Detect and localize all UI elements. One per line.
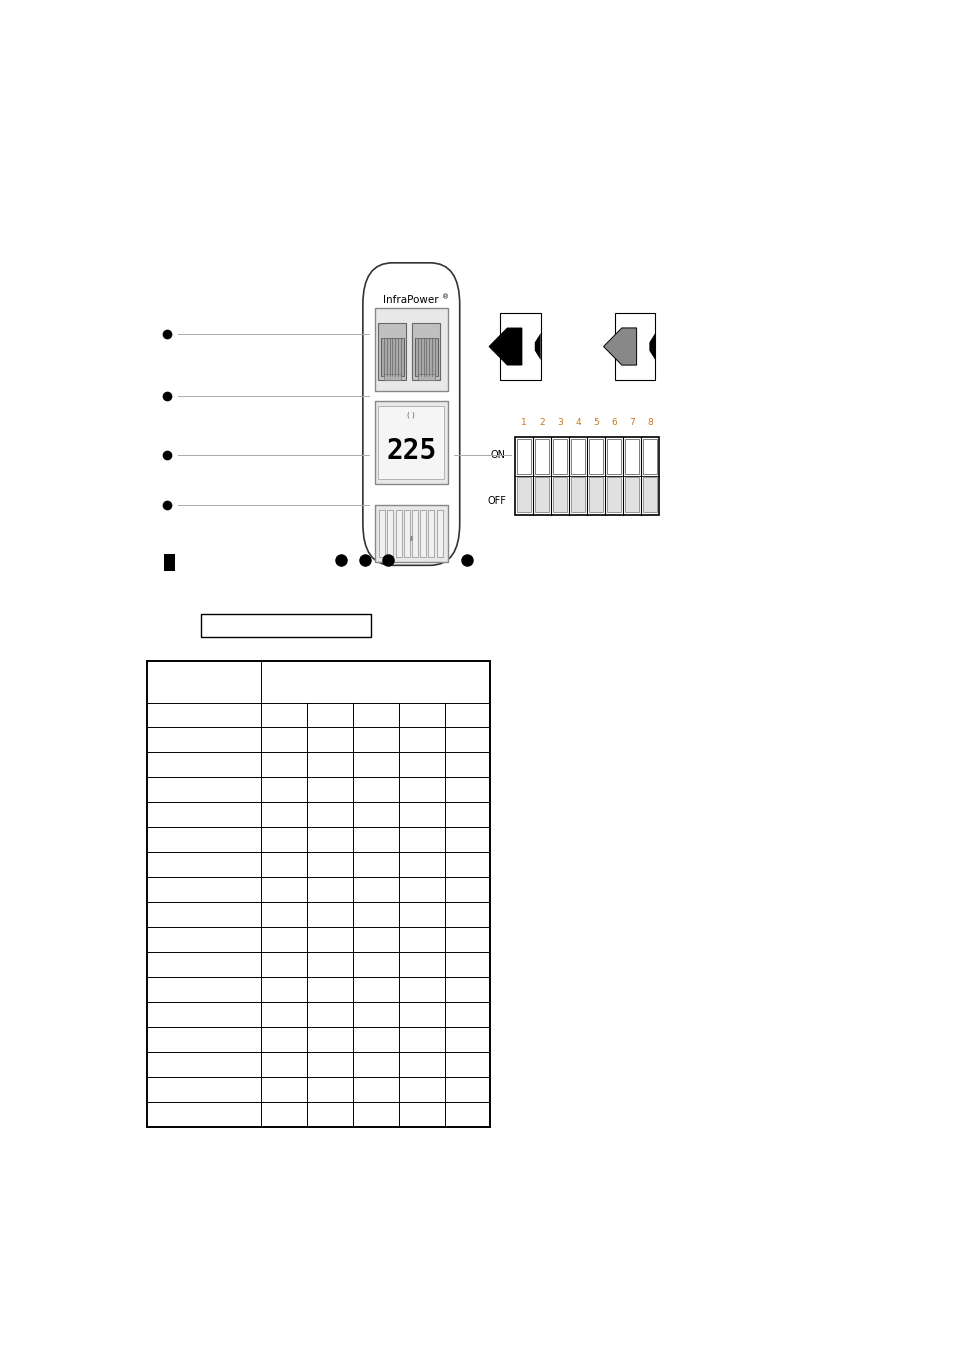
Polygon shape xyxy=(488,328,521,365)
Text: OFF: OFF xyxy=(487,497,505,506)
Bar xyxy=(147,662,490,1127)
Bar xyxy=(420,510,426,558)
Bar xyxy=(381,338,403,377)
Bar xyxy=(378,510,385,558)
Polygon shape xyxy=(603,328,636,365)
Bar xyxy=(606,478,620,512)
Text: 5: 5 xyxy=(593,418,598,427)
Bar xyxy=(412,510,417,558)
Text: 7: 7 xyxy=(628,418,634,427)
Bar xyxy=(553,439,566,474)
Bar xyxy=(384,374,400,381)
Bar xyxy=(200,614,370,637)
Text: 1: 1 xyxy=(520,418,526,427)
Bar xyxy=(535,439,548,474)
Bar xyxy=(589,478,602,512)
Bar xyxy=(553,478,566,512)
Bar xyxy=(642,439,656,474)
Text: ®: ® xyxy=(442,294,449,300)
Text: 3: 3 xyxy=(557,418,562,427)
Text: 225: 225 xyxy=(386,437,436,464)
FancyBboxPatch shape xyxy=(362,263,459,566)
Bar xyxy=(571,478,584,512)
Bar xyxy=(375,308,447,390)
Text: 8: 8 xyxy=(646,418,652,427)
Bar xyxy=(515,437,659,516)
Bar xyxy=(642,478,656,512)
Polygon shape xyxy=(649,313,655,381)
Text: ( ): ( ) xyxy=(407,412,415,418)
Bar xyxy=(535,478,548,512)
Text: 4: 4 xyxy=(575,418,580,427)
Bar xyxy=(375,505,447,562)
Bar xyxy=(624,439,639,474)
Bar xyxy=(436,510,442,558)
Polygon shape xyxy=(535,313,540,381)
Text: 6: 6 xyxy=(611,418,617,427)
Bar xyxy=(571,439,584,474)
Bar xyxy=(375,401,447,485)
Bar xyxy=(417,374,435,381)
Bar xyxy=(415,338,437,377)
Bar xyxy=(387,510,393,558)
Bar xyxy=(517,478,530,512)
Bar xyxy=(412,323,440,381)
Bar xyxy=(499,313,540,381)
Bar xyxy=(624,478,639,512)
Bar xyxy=(395,510,401,558)
Bar xyxy=(378,323,406,381)
Text: ON: ON xyxy=(491,450,505,459)
Text: InfraPower: InfraPower xyxy=(383,296,438,305)
Bar xyxy=(606,439,620,474)
Bar xyxy=(614,313,655,381)
Bar xyxy=(164,554,175,571)
Text: 2: 2 xyxy=(538,418,544,427)
Bar xyxy=(517,439,530,474)
Bar xyxy=(378,406,444,479)
Bar xyxy=(589,439,602,474)
Bar xyxy=(428,510,434,558)
Bar xyxy=(403,510,410,558)
